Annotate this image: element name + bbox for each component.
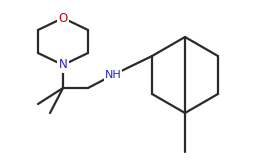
Text: NH: NH bbox=[105, 70, 121, 80]
Text: O: O bbox=[58, 12, 68, 24]
Text: N: N bbox=[58, 59, 67, 72]
